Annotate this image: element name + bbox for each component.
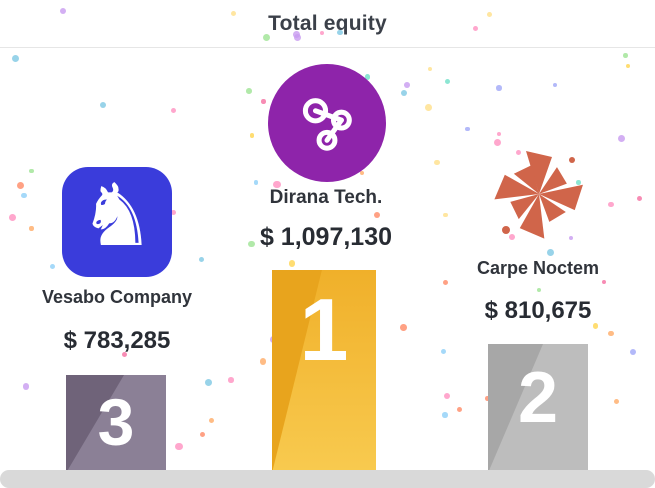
confetti-dot [204,379,213,387]
pinwheel-icon [494,151,583,239]
equity-value-vesabo: $ 783,285 [63,327,171,354]
confetti-dot [637,196,643,202]
vesabo-logo: ♞ [62,167,172,277]
confetti-dot [208,418,214,424]
confetti-dot [445,78,451,84]
confetti-dot [29,226,34,231]
confetti-dot [626,64,631,69]
confetti-dot [622,53,628,58]
rank-number-3: 3 [97,385,135,459]
podium-bar-rank1: 1 [272,270,376,473]
confetti-dot [618,134,626,142]
confetti-dot [496,85,502,91]
confetti-dot [175,442,183,451]
horse-icon: ♞ [78,166,156,266]
confetti-dot [22,383,30,390]
equity-value-dirana: $ 1,097,130 [259,223,393,251]
confetti-dot [401,90,408,97]
confetti-dot [16,181,25,190]
podium-bar-rank3: 3 [66,375,166,473]
confetti-dot [170,107,176,113]
confetti-dot [373,211,380,218]
dirana-logo [268,64,386,182]
confetti-dot [465,127,470,132]
confetti-dot [424,103,432,111]
confetti-dot [404,82,410,88]
confetti-dot [443,212,448,218]
confetti-dot [12,54,20,63]
confetti-dot [249,133,255,139]
confetti-dot [613,398,619,404]
confetti-dot [29,169,34,174]
confetti-dot [9,214,16,221]
confetti-dot [288,259,296,267]
confetti-dot [442,412,448,418]
confetti-dot [400,324,407,332]
page-title: Total equity [268,12,387,35]
confetti-dot [608,330,615,337]
confetti-dot [50,264,56,270]
confetti-dot [99,101,107,109]
confetti-dot [441,349,447,355]
equity-value-carpe: $ 810,675 [484,297,592,324]
confetti-dot [199,256,205,262]
confetti-dot [199,432,205,438]
confetti-dot [434,159,440,166]
confetti-dot [21,192,28,199]
confetti-dot [442,280,449,286]
confetti-dot [261,99,266,104]
confetti-dot [259,358,267,365]
confetti-dot [228,377,234,383]
company-label-carpe: Carpe Noctem [476,258,600,278]
confetti-dot [496,131,502,137]
confetti-dot [427,66,433,72]
confetti-dot [457,406,463,413]
confetti-dot [630,349,637,356]
rank-number-1: 1 [299,280,349,379]
rank-number-2: 2 [517,358,559,438]
carpe-logo [478,142,600,250]
confetti-dot [553,82,558,87]
confetti-dot [536,288,542,293]
confetti-dot [608,201,614,208]
confetti-dot [246,88,252,94]
company-label-vesabo: Vesabo Company [41,287,193,307]
confetti-dot [253,179,259,185]
podium-bar-rank2: 2 [488,344,588,473]
confetti-dot [601,279,606,284]
title-divider [0,47,655,48]
podium-base [0,470,655,488]
share-nodes-icon [302,98,352,151]
company-label-dirana: Dirana Tech. [269,187,383,208]
confetti-dot [443,392,451,399]
